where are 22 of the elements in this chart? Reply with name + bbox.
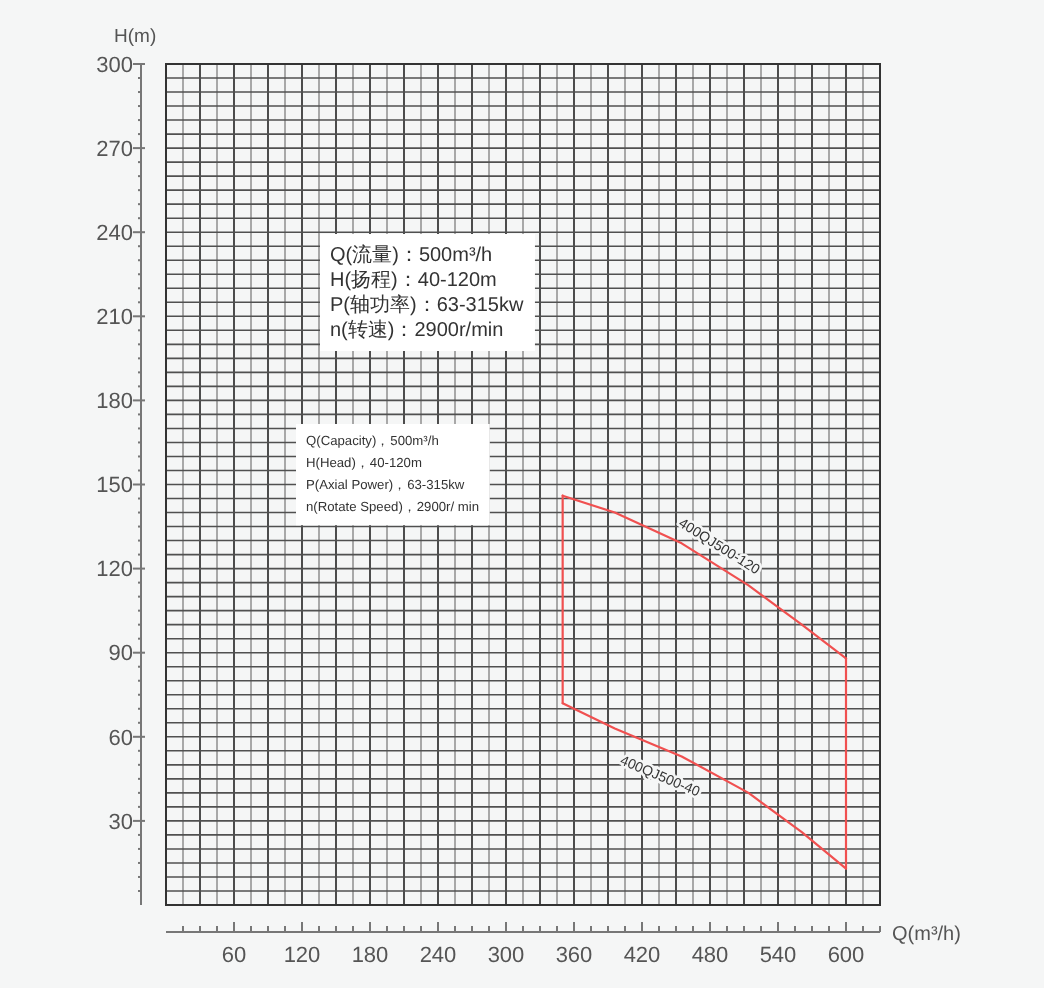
y-tick-label: 210: [96, 306, 133, 330]
x-tick-label: 180: [351, 944, 389, 968]
x-tick-label: 240: [419, 944, 457, 968]
y-tick-label: 180: [96, 390, 133, 415]
x-tick-label: 420: [623, 944, 661, 968]
y-tick-label: 300: [96, 53, 133, 78]
x-tick-label: 300: [487, 944, 525, 968]
x-tick-label: 360: [555, 944, 593, 968]
y-tick-label: 60: [108, 726, 133, 751]
x-tick-label: 60: [221, 944, 247, 968]
y-tick-label: 240: [96, 221, 133, 246]
x-tick-label: 120: [283, 944, 321, 968]
y-tick-label: 120: [96, 558, 133, 583]
y-tick-label: 270: [96, 137, 133, 162]
y-axis-title: H(m): [114, 26, 157, 48]
x-tick-label: 540: [759, 944, 797, 968]
y-tick-label: 90: [108, 642, 133, 667]
x-tick-label: 600: [827, 944, 865, 968]
y-tick-label: 150: [96, 474, 133, 499]
x-tick-label: 480: [691, 944, 729, 968]
x-axis-title: Q(m³/h): [892, 924, 961, 946]
y-tick-label: 30: [108, 810, 133, 835]
